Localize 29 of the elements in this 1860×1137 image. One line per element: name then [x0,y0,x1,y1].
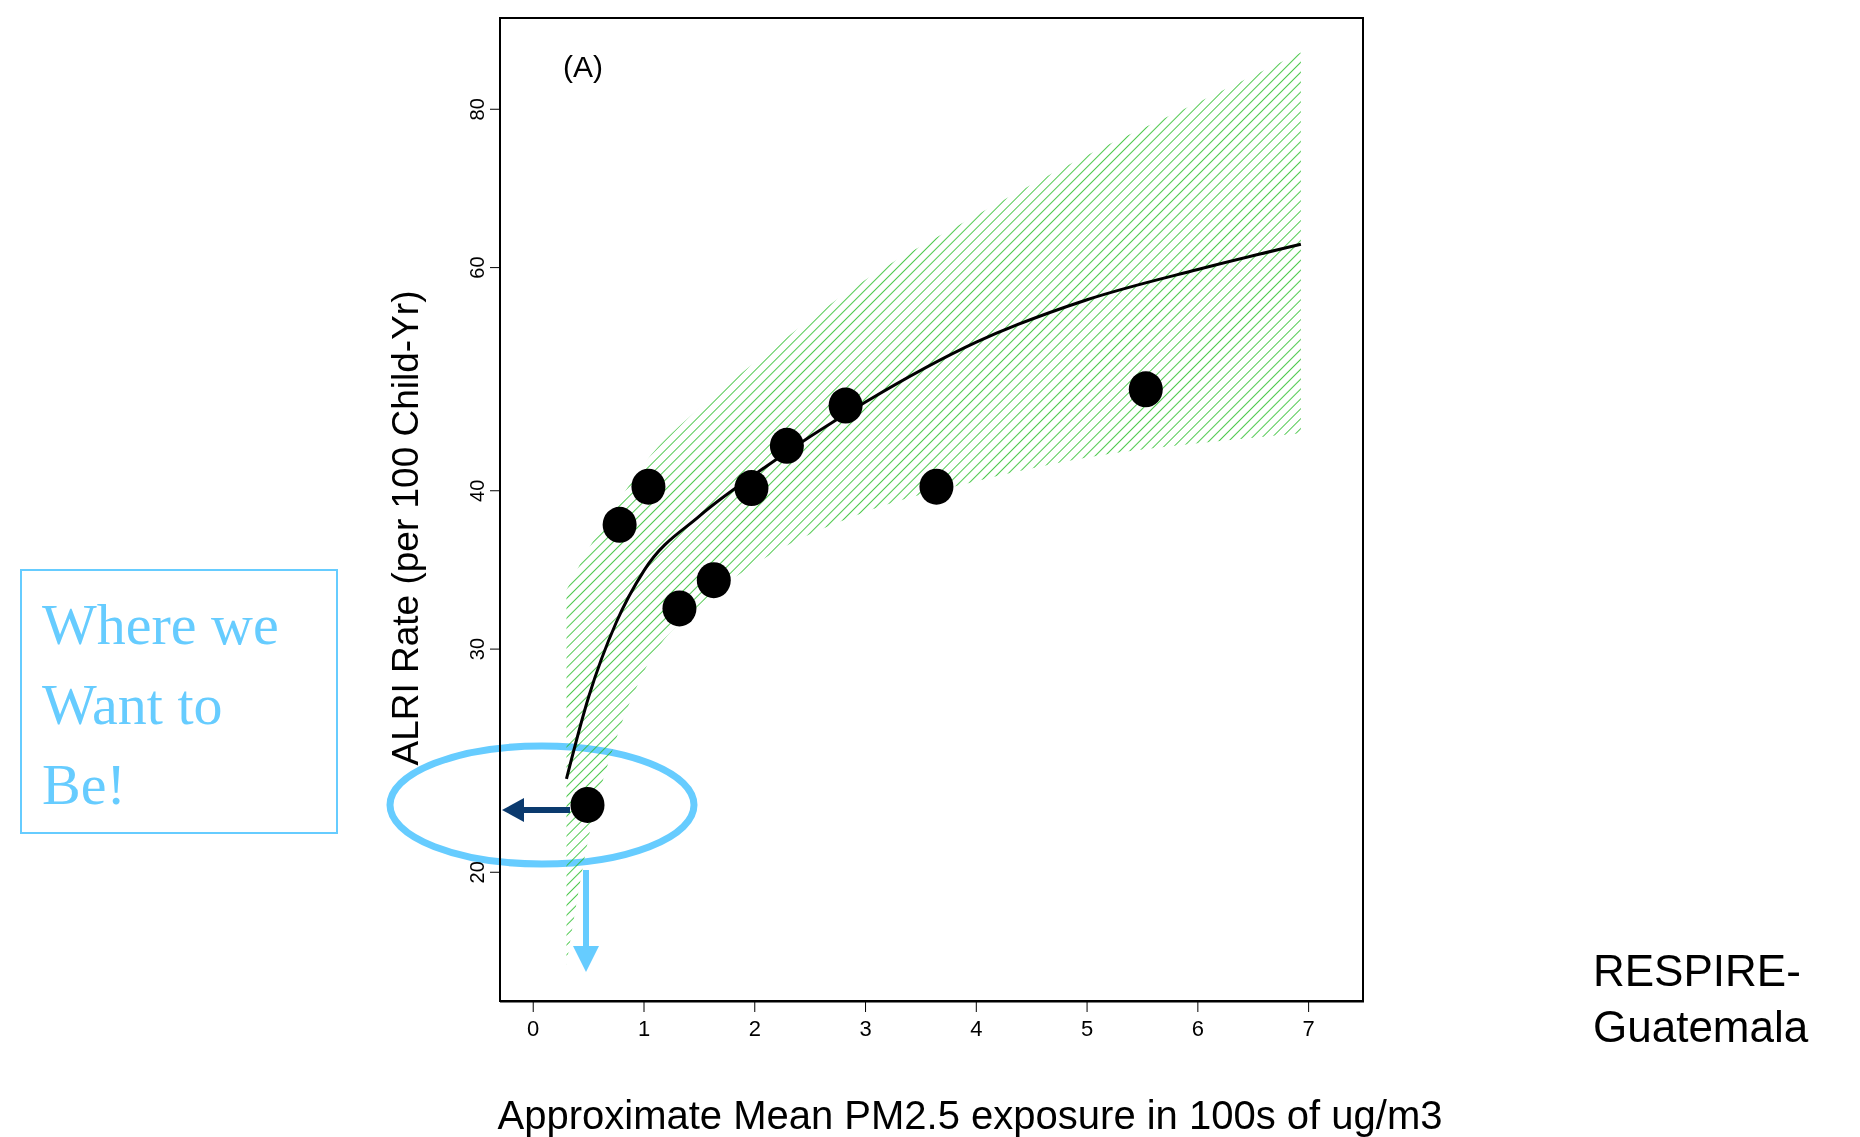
point [696,562,731,599]
y-tick-label: 80 [466,98,488,121]
point [734,470,769,507]
point [570,786,605,823]
y-tick-label: 60 [466,256,488,279]
x-tick-label: 5 [1080,1015,1094,1041]
line-series [564,242,1303,781]
y-tick-label: 40 [466,479,488,502]
point [602,506,637,543]
x-tick-label: 7 [1302,1015,1315,1041]
y-axis-title: ALRI Rate (per 100 Child-Yr) [385,290,427,766]
x-axis-title: Approximate Mean PM2.5 exposure in 100s of ug/m3 [497,1093,1443,1137]
x-tick-label: 2 [748,1015,761,1041]
text: Where we Want to Be! [20,569,338,834]
x-tick-label: 6 [1191,1015,1204,1041]
annotation: (A) [563,50,603,84]
x-tick-label: 0 [527,1015,540,1041]
point [662,590,697,627]
y-tick-label: 20 [466,861,488,884]
point [769,427,804,464]
x-tick-label: 3 [859,1015,872,1041]
point [919,468,954,505]
text: RESPIRE- Guatemala [1593,945,1809,1053]
x-tick-label: 4 [970,1015,983,1041]
point [1128,371,1163,408]
y-tick-label: 30 [466,637,488,661]
x-tick-label: 1 [637,1015,651,1041]
point [828,387,863,424]
point [631,468,666,505]
